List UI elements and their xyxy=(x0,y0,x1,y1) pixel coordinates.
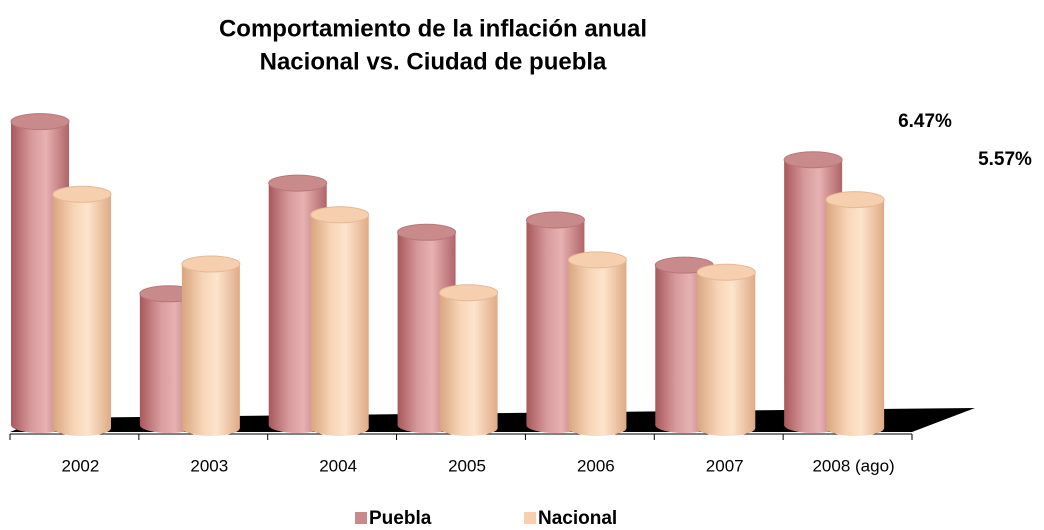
bar-body xyxy=(53,194,111,428)
bar-top xyxy=(268,174,328,192)
bar xyxy=(181,255,241,436)
data-label: 6.47% xyxy=(898,111,952,132)
bar-bottom xyxy=(53,420,111,436)
bar-body xyxy=(181,264,240,428)
bar-top xyxy=(181,255,241,273)
x-tick-label: 2003 xyxy=(190,456,228,475)
bar-body xyxy=(310,214,369,428)
chart-title: Nacional vs. Ciudad de puebla xyxy=(260,48,607,75)
bar-body xyxy=(439,292,498,428)
bar-top xyxy=(696,263,756,281)
x-tick-label: 2008 (ago) xyxy=(812,456,894,475)
bar-bottom xyxy=(310,420,369,436)
bar-top xyxy=(825,191,885,209)
bar-top xyxy=(397,223,457,241)
legend-label: Puebla xyxy=(369,508,432,529)
x-tick-label: 2006 xyxy=(577,456,615,475)
bar xyxy=(696,263,756,436)
bar xyxy=(52,185,112,436)
x-tick-label: 2005 xyxy=(448,456,486,475)
bar-top xyxy=(52,185,112,203)
bar xyxy=(825,191,885,436)
bar-bottom xyxy=(697,420,756,436)
x-tick-label: 2002 xyxy=(62,456,100,475)
bar-body xyxy=(697,272,756,428)
legend-label: Nacional xyxy=(538,508,617,529)
bar-top xyxy=(10,113,70,131)
legend-swatch xyxy=(524,512,536,524)
data-label: 5.57% xyxy=(978,149,1032,170)
bar-bottom xyxy=(568,420,627,436)
chart-title: Comportamiento de la inflación anual xyxy=(219,15,647,42)
bar xyxy=(567,251,627,436)
bar-body xyxy=(568,259,627,428)
bar-top xyxy=(439,284,499,302)
legend-swatch xyxy=(355,512,367,524)
bar-bottom xyxy=(181,420,240,436)
bar-top xyxy=(525,211,585,229)
bar-top xyxy=(783,151,843,169)
x-tick-label: 2007 xyxy=(706,456,744,475)
bar xyxy=(439,284,499,436)
bar xyxy=(310,206,370,436)
bar-top xyxy=(567,251,627,269)
bar-top xyxy=(310,206,370,224)
bar-bottom xyxy=(826,420,885,436)
bar-bottom xyxy=(439,420,498,436)
bar-body xyxy=(826,199,885,428)
x-tick-label: 2004 xyxy=(319,456,357,475)
